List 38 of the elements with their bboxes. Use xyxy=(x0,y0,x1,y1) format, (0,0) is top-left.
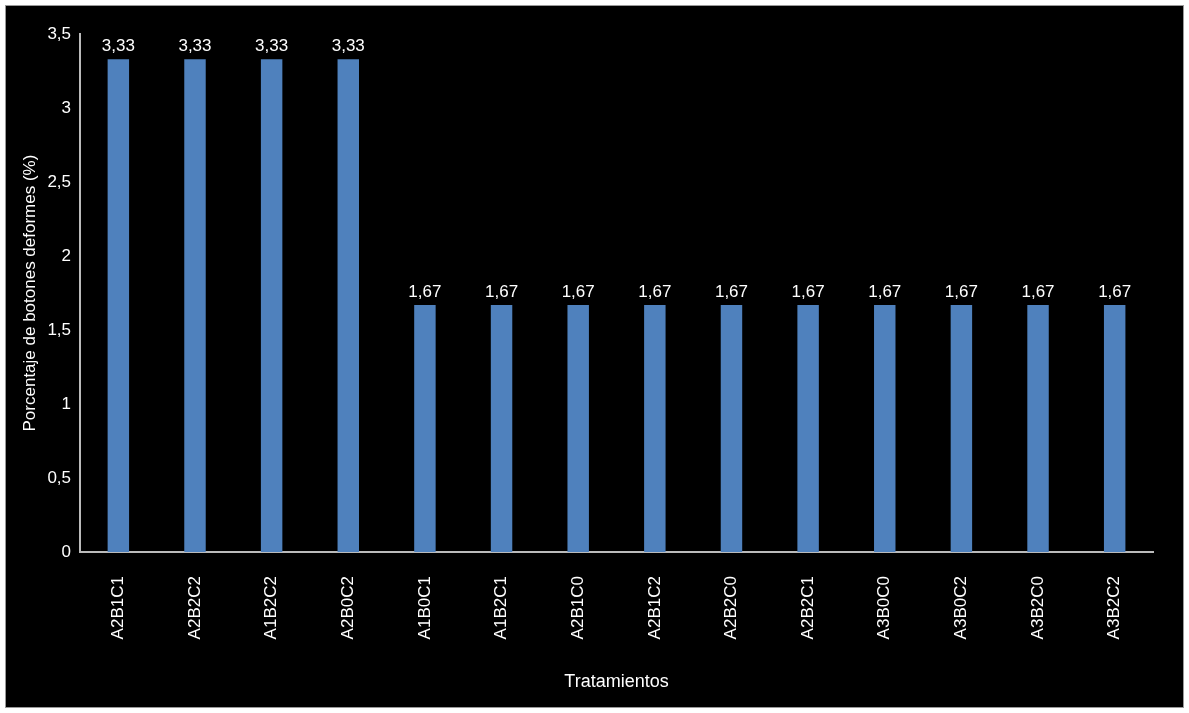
y-tick-label: 1,5 xyxy=(47,319,72,339)
y-axis-title: Porcentaje de botones deformes (%) xyxy=(19,154,39,432)
y-tick-label: 0 xyxy=(61,541,72,561)
data-label: 3,33 xyxy=(178,36,212,56)
y-tick-label: 3 xyxy=(61,97,72,117)
data-label: 1,67 xyxy=(1098,282,1132,302)
data-label: 3,33 xyxy=(331,36,365,56)
x-tick-label: A3B2C0 xyxy=(1027,576,1047,640)
x-tick-label: A3B0C2 xyxy=(951,576,971,640)
y-tick-label: 0,5 xyxy=(47,467,72,487)
x-tick-label: A2B1C2 xyxy=(644,576,664,640)
data-label: 1,67 xyxy=(561,282,595,302)
x-tick-label: A1B0C1 xyxy=(414,576,434,640)
data-label: 1,67 xyxy=(944,282,978,302)
data-label: 1,67 xyxy=(714,282,749,302)
x-tick-label: A3B0C0 xyxy=(874,576,894,640)
x-tick-label: A2B1C0 xyxy=(567,576,587,640)
y-tick-label: 2,5 xyxy=(47,171,72,191)
x-tick-label: A2B2C0 xyxy=(721,576,741,640)
data-label: 1,67 xyxy=(868,282,902,302)
x-tick-label: A3B2C2 xyxy=(1104,576,1124,640)
x-tick-label: A2B2C2 xyxy=(184,576,204,640)
data-label: 1,67 xyxy=(408,282,442,302)
x-tick-label: A2B2C1 xyxy=(797,576,817,640)
data-label: 1,67 xyxy=(485,282,519,302)
x-axis-title: Tratamientos xyxy=(564,671,669,692)
y-tick-label: 1 xyxy=(61,393,72,413)
x-tick-label: A2B1C1 xyxy=(108,576,128,640)
x-tick-label: A2B0C2 xyxy=(337,576,357,640)
y-tick-label: 2 xyxy=(61,245,72,265)
x-tick-label: A1B2C1 xyxy=(491,576,511,640)
data-label: 3,33 xyxy=(101,36,135,56)
y-tick-label: 3,5 xyxy=(47,23,72,43)
data-label: 3,33 xyxy=(255,36,289,56)
data-label: 1,67 xyxy=(1021,282,1055,302)
data-label: 1,67 xyxy=(638,282,672,302)
x-tick-label: A1B2C2 xyxy=(261,576,281,640)
data-label: 1,67 xyxy=(791,282,825,302)
